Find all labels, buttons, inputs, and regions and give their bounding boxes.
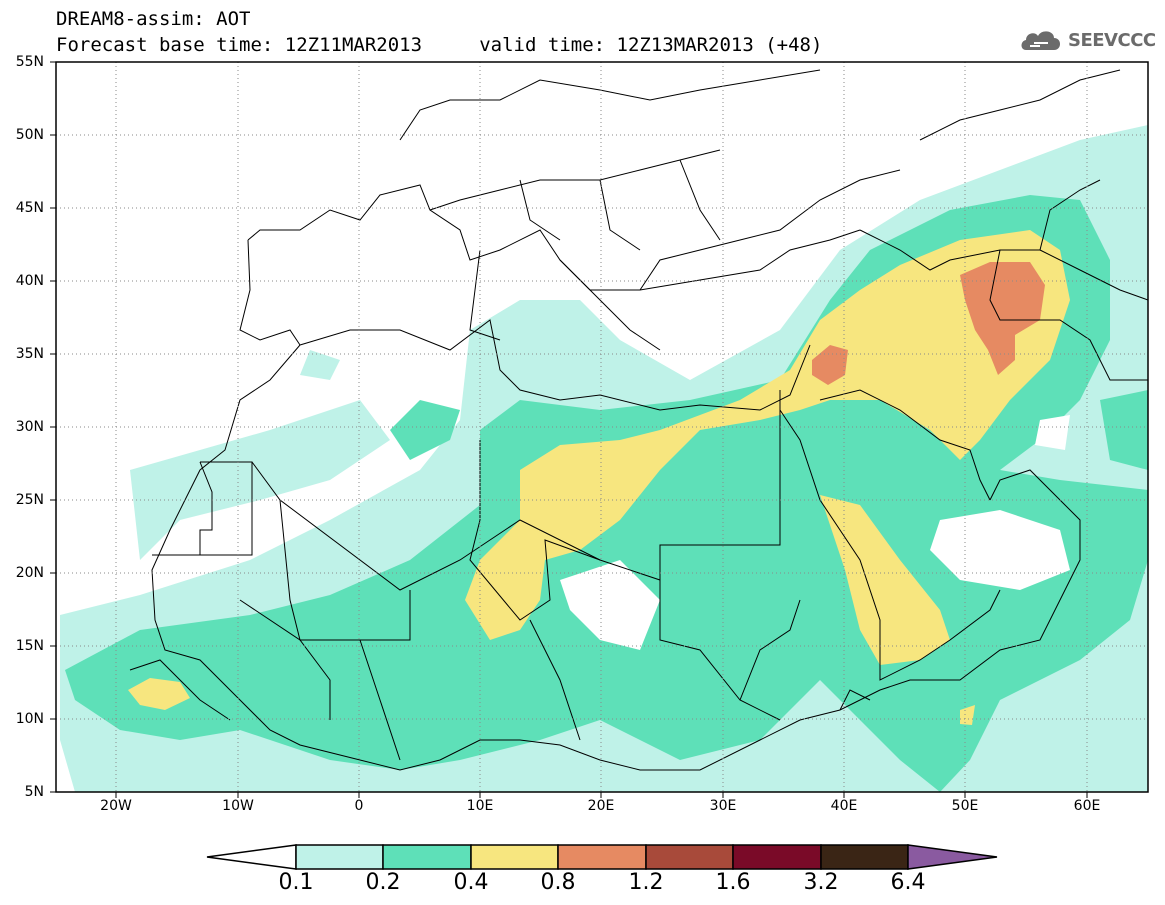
lon-label: 30E [709,798,737,814]
contour-0.4 [128,678,190,710]
contour-gap [1035,415,1070,450]
contour-0.2 [1100,390,1148,470]
lat-label: 5N [24,784,44,800]
colorbar-swatch [382,844,472,870]
forecast-times: Forecast base time: 12Z11MAR2013 valid t… [56,34,823,56]
lon-label: 0 [354,798,364,814]
logo-text: SEEVCCC [1068,30,1156,51]
colorbar-label: 3.2 [803,870,839,895]
map-title: DREAM8-assim: AOT [56,8,251,30]
colorbar-label: 0.1 [278,870,314,895]
colorbar [206,844,998,870]
contour-0.1 [300,350,340,380]
colorbar-label: 0.2 [365,870,401,895]
colorbar-swatch [907,844,998,870]
contour-0.8 [960,262,1045,375]
contour-0.4 [820,495,950,665]
colorbar-label: 6.4 [890,870,926,895]
colorbar-swatch [295,844,384,870]
colorbar-swatch [557,844,647,870]
lon-label: 50E [951,798,979,814]
lat-label: 50N [15,127,44,143]
lon-label: 20W [100,798,132,814]
colorbar-swatch [470,844,559,870]
contour-0.4 [960,705,975,725]
contour-0.8 [812,345,848,385]
lat-label: 40N [15,273,44,289]
lat-label: 10N [15,711,44,727]
lon-label: 10W [222,798,254,814]
contour-0.1 [130,400,390,560]
gridlines [56,62,1148,792]
lat-label: 35N [15,346,44,362]
colorbar-label: 1.6 [715,870,751,895]
contour-0.2 [390,400,460,460]
lat-label: 45N [15,200,44,216]
contour-gap [560,560,660,650]
colorbar-label: 1.2 [628,870,664,895]
colorbar-swatch [645,844,734,870]
colorbar-label: 0.4 [453,870,489,895]
lon-label: 10E [466,798,494,814]
cloud-logo-icon [1021,31,1060,50]
lon-label: 40E [830,798,858,814]
lon-label: 60E [1073,798,1101,814]
lon-label: 20E [587,798,615,814]
axis-ticks [50,61,1088,798]
lat-label: 25N [15,492,44,508]
colorbar-label: 0.8 [540,870,576,895]
lat-label: 15N [15,638,44,654]
colorbar-swatch [820,844,909,870]
colorbar-swatch [206,844,297,870]
lat-label: 30N [15,419,44,435]
colorbar-swatch [732,844,822,870]
lat-label: 55N [15,54,44,70]
lat-label: 20N [15,565,44,581]
contour-0.4 [465,230,1070,640]
